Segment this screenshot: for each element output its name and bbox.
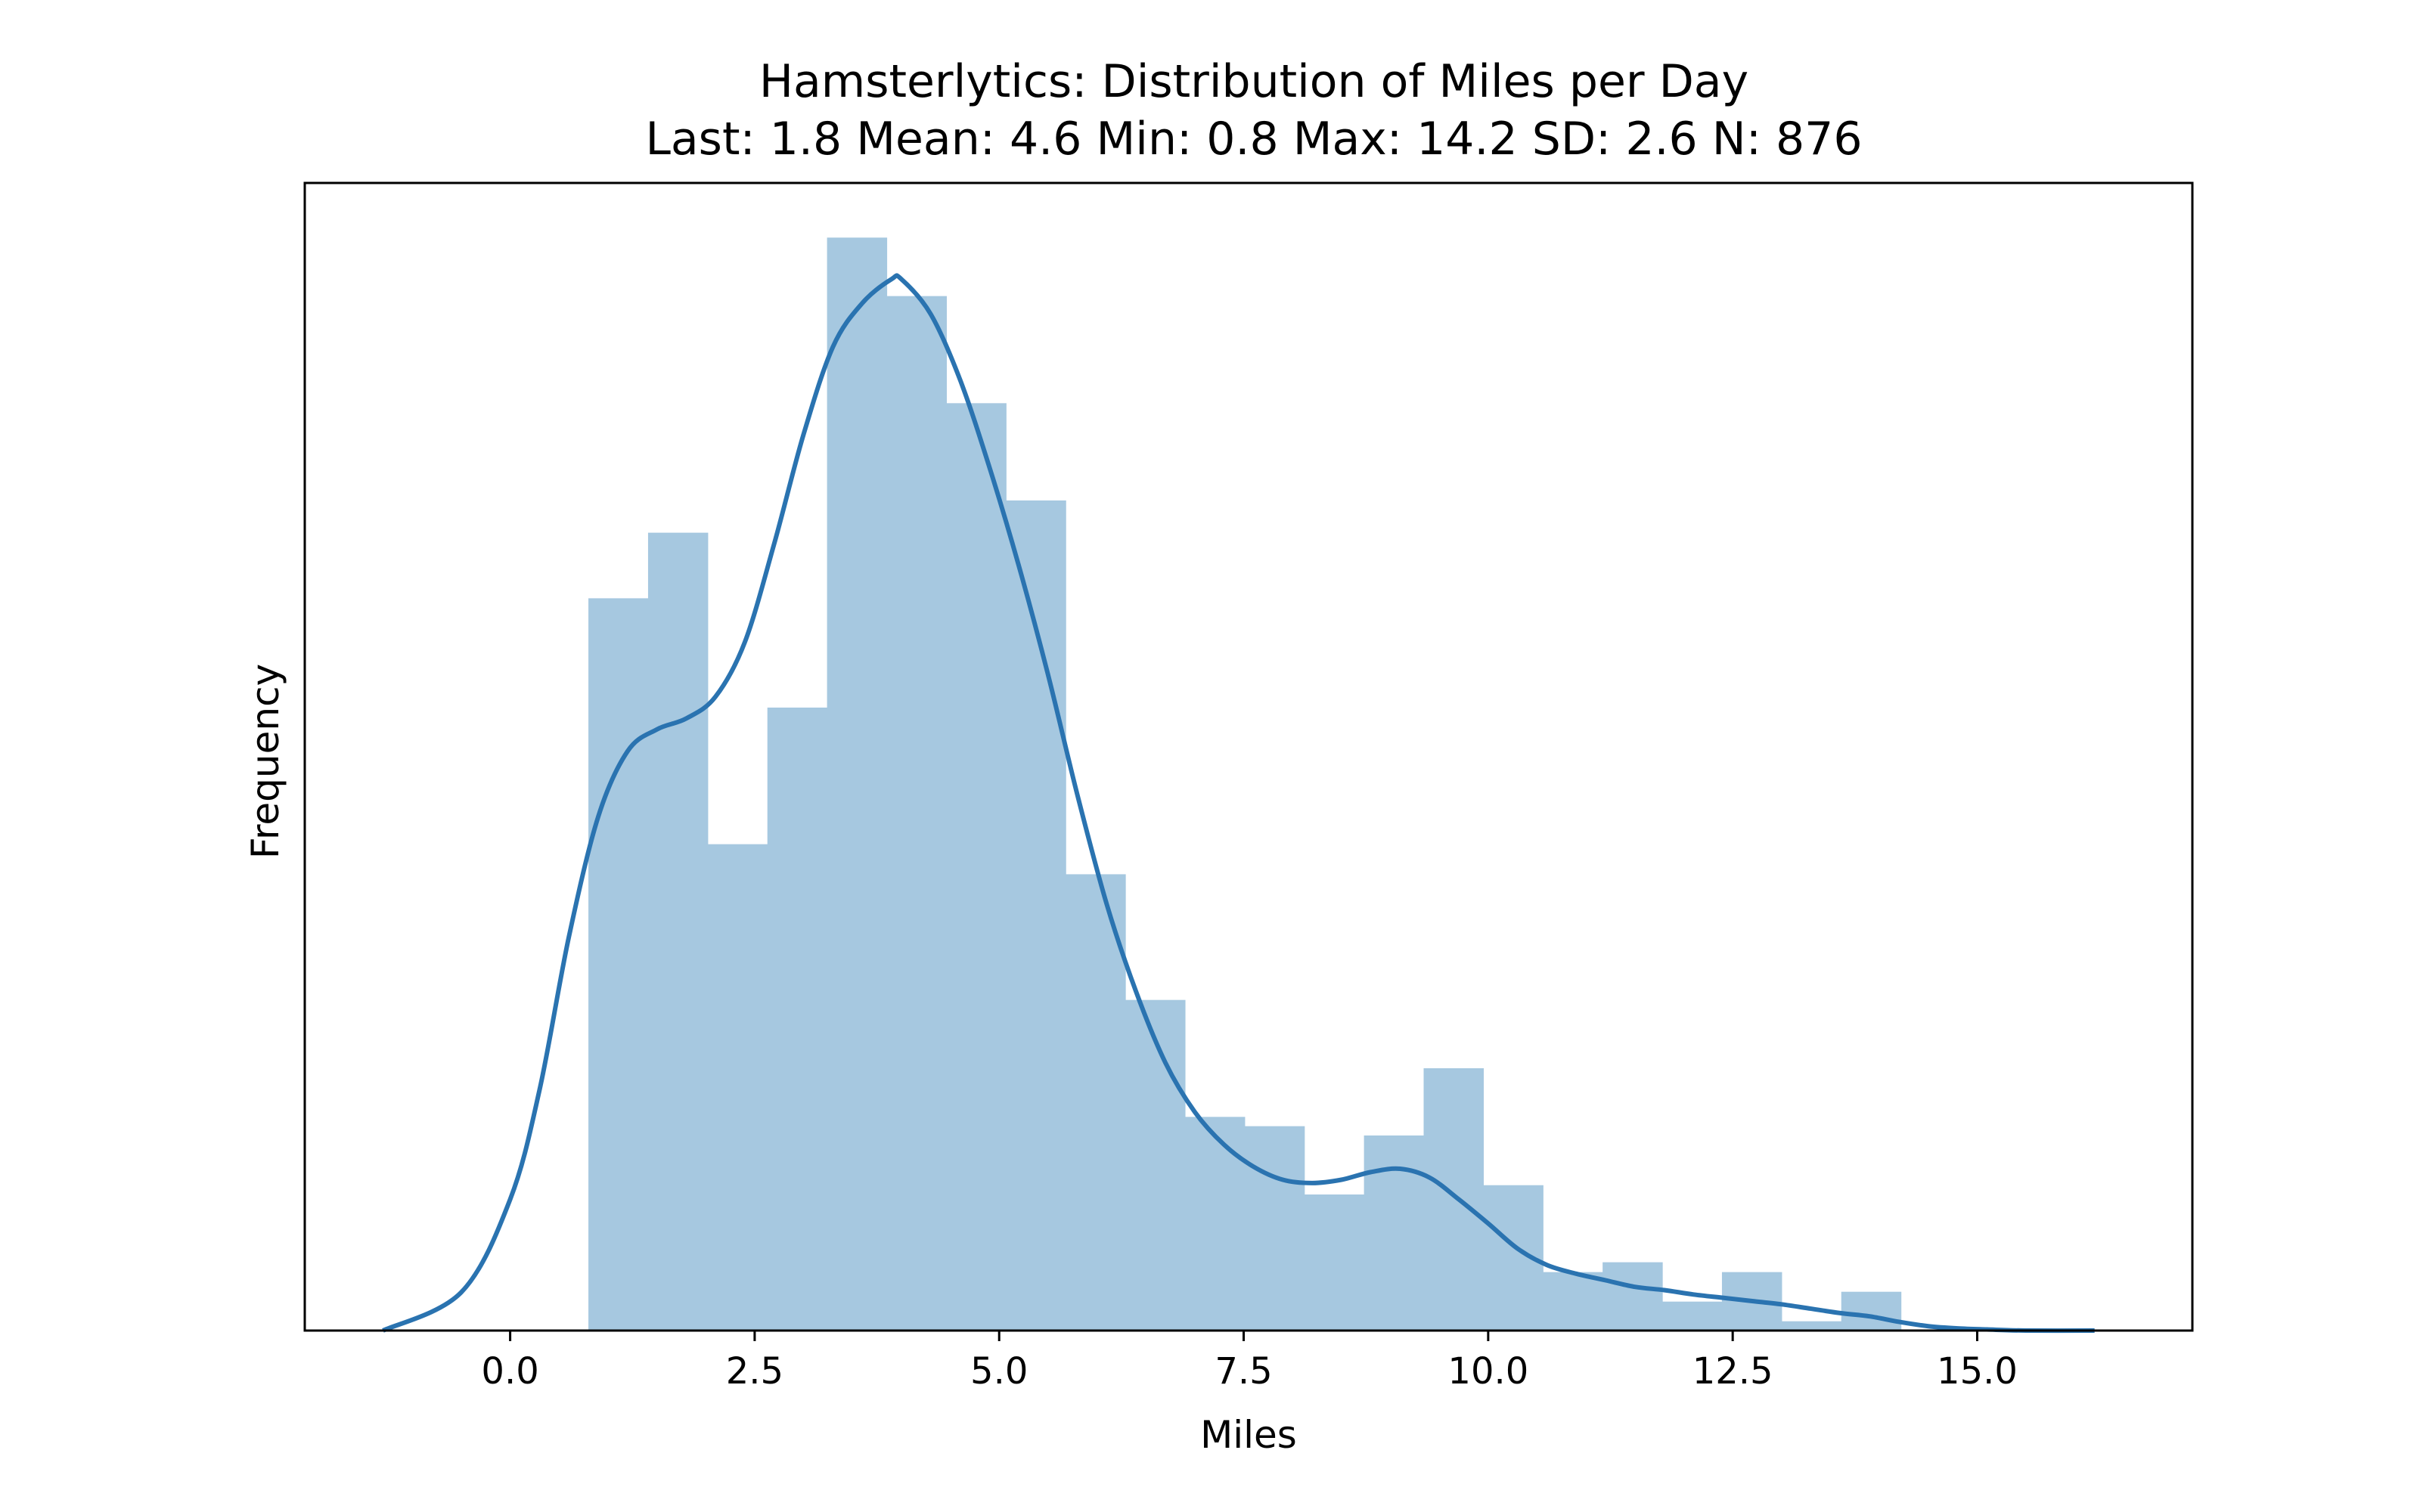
histogram-bar-11 [1244,1126,1305,1331]
histogram-bar-21 [1841,1291,1902,1331]
histogram-bar-18 [1662,1301,1723,1331]
x-axis-label: Miles [1200,1413,1297,1457]
x-tick-label: 12.5 [1692,1350,1773,1393]
histogram-bar-9 [1125,999,1186,1331]
histogram-bar-20 [1781,1321,1842,1331]
histogram-bar-10 [1184,1117,1246,1331]
histogram-bar-7 [1006,500,1066,1331]
y-axis-label: Frequency [244,664,287,859]
kde-line [382,273,2095,1334]
x-tick-label: 15.0 [1937,1350,2018,1393]
x-tick-label: 5.0 [970,1350,1028,1393]
x-axis-ticks: 0.0 2.5 5.0 7.5 10.0 12.5 15.0 [481,1331,2018,1393]
x-tick-label: 0.0 [481,1350,538,1393]
histogram-bar-0 [588,598,649,1331]
chart-title: Hamsterlytics: Distribution of Miles per… [759,55,1748,108]
histogram-bar-6 [946,403,1007,1331]
x-tick-label: 7.5 [1215,1350,1272,1393]
histogram-bar-3 [767,707,828,1331]
histogram-bar-12 [1304,1194,1365,1331]
histogram-bar-13 [1364,1135,1425,1331]
histogram-bar-1 [647,532,709,1331]
histogram-bar-5 [886,296,947,1331]
x-tick-label: 2.5 [726,1350,783,1393]
histogram-bar-16 [1543,1272,1603,1331]
plot-frame [303,181,2194,1332]
x-tick-label: 10.0 [1447,1350,1528,1393]
kde-layer [382,273,2095,1334]
histogram-bar-4 [827,237,888,1331]
histogram-bar-17 [1602,1262,1663,1331]
chart-subtitle: Last: 1.8 Mean: 4.6 Min: 0.8 Max: 14.2 S… [645,113,1862,166]
histogram-bar-2 [707,844,768,1331]
histogram-bar-14 [1423,1068,1484,1331]
histogram-bar-8 [1066,874,1126,1331]
histogram-bars [588,237,1902,1331]
